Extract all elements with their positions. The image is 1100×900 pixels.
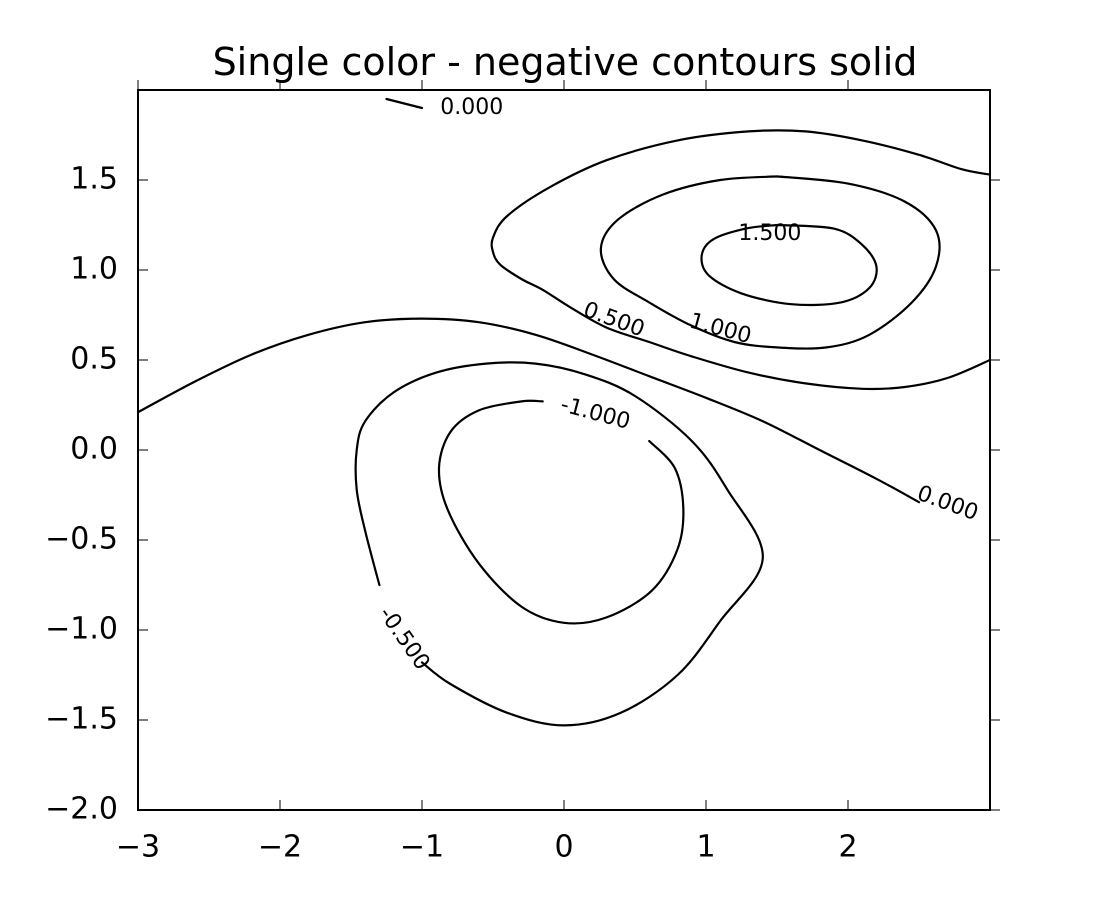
y-tick-label-5: 0.5 [70, 342, 118, 377]
contour-label-3: 1.000 [687, 309, 754, 349]
y-tick-label-4: 0.0 [70, 432, 118, 467]
x-tick-label-0: −3 [116, 830, 160, 865]
y-tick-label-7: 1.5 [70, 162, 118, 197]
x-tick-label-2: −1 [400, 830, 444, 865]
axis-tick-labels: −3 −2 −1 0 1 2 −2.0 −1.5 −1.0 −0.5 0.0 0.5 1.0 1.5 [45, 162, 857, 865]
x-tick-label-3: 0 [554, 830, 573, 865]
x-tick-label-1: −2 [258, 830, 302, 865]
y-tick-label-1: −1.5 [45, 702, 118, 737]
plot-frame [137, 89, 991, 811]
contour-line-6 [437, 399, 685, 625]
axis-ticks [137, 80, 1000, 811]
x-tick-label-5: 2 [838, 830, 857, 865]
contour-labels: 0.000 0.000 0.500 1.000 1.500 -0.500 -1.000 [373, 95, 981, 675]
y-tick-label-2: −1.0 [45, 612, 118, 647]
contour-line-3 [599, 175, 941, 350]
contour-line-0 [136, 317, 921, 504]
contour-label-1: 0.000 [440, 95, 503, 120]
contour-line-4 [700, 223, 878, 307]
contour-label-6: -1.000 [558, 392, 633, 435]
y-tick-label-0: −2.0 [45, 792, 118, 827]
contour-label-5: -0.500 [373, 602, 434, 674]
y-tick-label-3: −0.5 [45, 522, 118, 557]
chart-title: Single color - negative contours solid [213, 40, 918, 84]
contour-line-1 [385, 97, 424, 110]
contour-lines [136, 97, 992, 727]
y-tick-label-6: 1.0 [70, 252, 118, 287]
contour-line-5 [354, 361, 764, 727]
contour-label-0: 0.000 [914, 481, 982, 526]
contour-line-2 [490, 129, 992, 391]
x-tick-label-4: 1 [696, 830, 715, 865]
contour-label-4: 1.500 [738, 221, 801, 246]
contour-label-2: 0.500 [580, 297, 648, 342]
